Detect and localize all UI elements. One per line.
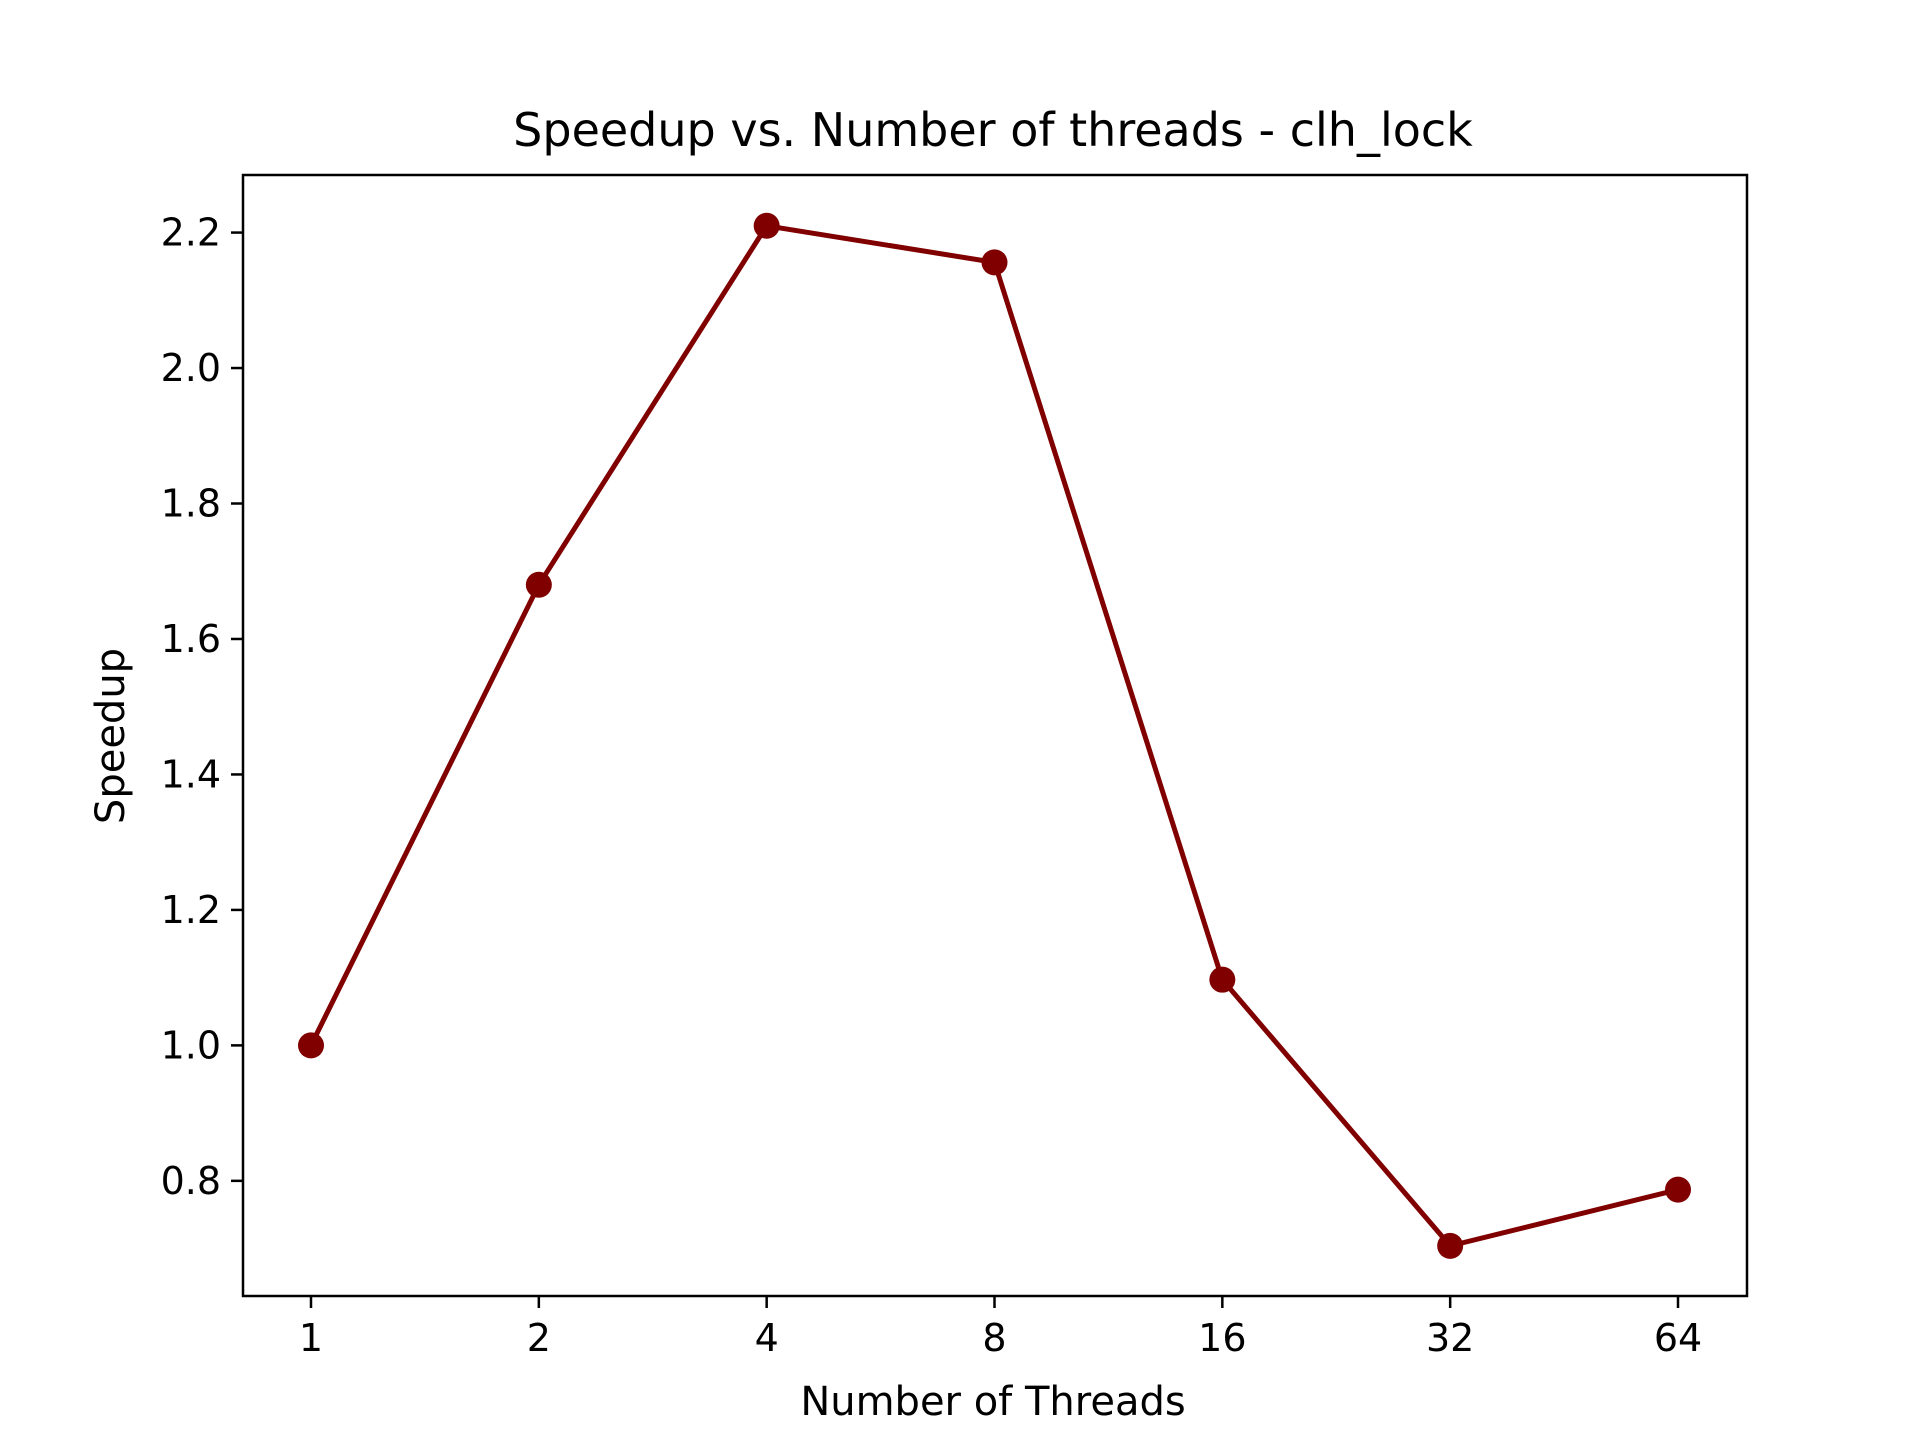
data-point: [753, 212, 780, 239]
y-tick-label: 1.0: [161, 1023, 221, 1067]
data-points: [298, 212, 1691, 1259]
x-tick-label: 8: [982, 1316, 1006, 1360]
data-point: [1209, 966, 1236, 993]
y-tick-label: 1.4: [161, 752, 221, 796]
data-point: [298, 1032, 324, 1059]
chart-title: Speedup vs. Number of threads - clh_lock: [513, 103, 1473, 157]
x-tick-label: 64: [1654, 1316, 1702, 1360]
x-axis: 1 2 4 8 16 32 64: [299, 1296, 1702, 1360]
y-axis: 0.8 1.0 1.2 1.4 1.6 1.8 2.0 2.2: [161, 211, 243, 1203]
y-tick-label: 2.0: [161, 346, 221, 390]
y-tick-label: 2.2: [161, 211, 221, 255]
data-point: [981, 249, 1008, 276]
x-axis-label: Number of Threads: [800, 1379, 1185, 1425]
x-tick-label: 4: [755, 1316, 779, 1360]
y-tick-label: 1.6: [161, 617, 221, 661]
x-tick-label: 32: [1426, 1316, 1474, 1360]
data-point: [1665, 1176, 1691, 1203]
data-point: [1437, 1232, 1464, 1259]
y-tick-label: 0.8: [161, 1159, 221, 1203]
y-axis-label: Speedup: [88, 648, 134, 824]
y-tick-label: 1.8: [161, 482, 221, 526]
y-tick-label: 1.2: [161, 888, 221, 932]
x-tick-label: 16: [1198, 1316, 1246, 1360]
data-point: [525, 571, 552, 598]
x-tick-label: 1: [299, 1316, 323, 1360]
x-tick-label: 2: [527, 1316, 551, 1360]
